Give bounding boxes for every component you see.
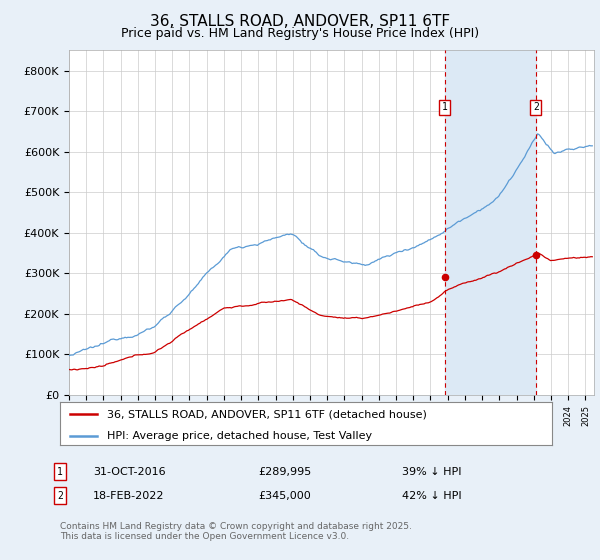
Text: 18-FEB-2022: 18-FEB-2022 bbox=[93, 491, 164, 501]
Text: 36, STALLS ROAD, ANDOVER, SP11 6TF (detached house): 36, STALLS ROAD, ANDOVER, SP11 6TF (deta… bbox=[107, 409, 427, 419]
Text: 42% ↓ HPI: 42% ↓ HPI bbox=[402, 491, 461, 501]
Text: £345,000: £345,000 bbox=[258, 491, 311, 501]
Bar bbox=[445, 50, 536, 395]
Point bbox=[440, 273, 449, 282]
Text: 36, STALLS ROAD, ANDOVER, SP11 6TF: 36, STALLS ROAD, ANDOVER, SP11 6TF bbox=[150, 14, 450, 29]
Text: 2: 2 bbox=[57, 491, 63, 501]
Text: 1: 1 bbox=[57, 466, 63, 477]
Text: 1: 1 bbox=[442, 102, 448, 112]
Text: £289,995: £289,995 bbox=[258, 466, 311, 477]
Text: Price paid vs. HM Land Registry's House Price Index (HPI): Price paid vs. HM Land Registry's House … bbox=[121, 27, 479, 40]
Point bbox=[531, 250, 541, 259]
Text: Contains HM Land Registry data © Crown copyright and database right 2025.
This d: Contains HM Land Registry data © Crown c… bbox=[60, 522, 412, 542]
Text: 2: 2 bbox=[533, 102, 539, 112]
Text: HPI: Average price, detached house, Test Valley: HPI: Average price, detached house, Test… bbox=[107, 431, 372, 441]
Text: 39% ↓ HPI: 39% ↓ HPI bbox=[402, 466, 461, 477]
Text: 31-OCT-2016: 31-OCT-2016 bbox=[93, 466, 166, 477]
